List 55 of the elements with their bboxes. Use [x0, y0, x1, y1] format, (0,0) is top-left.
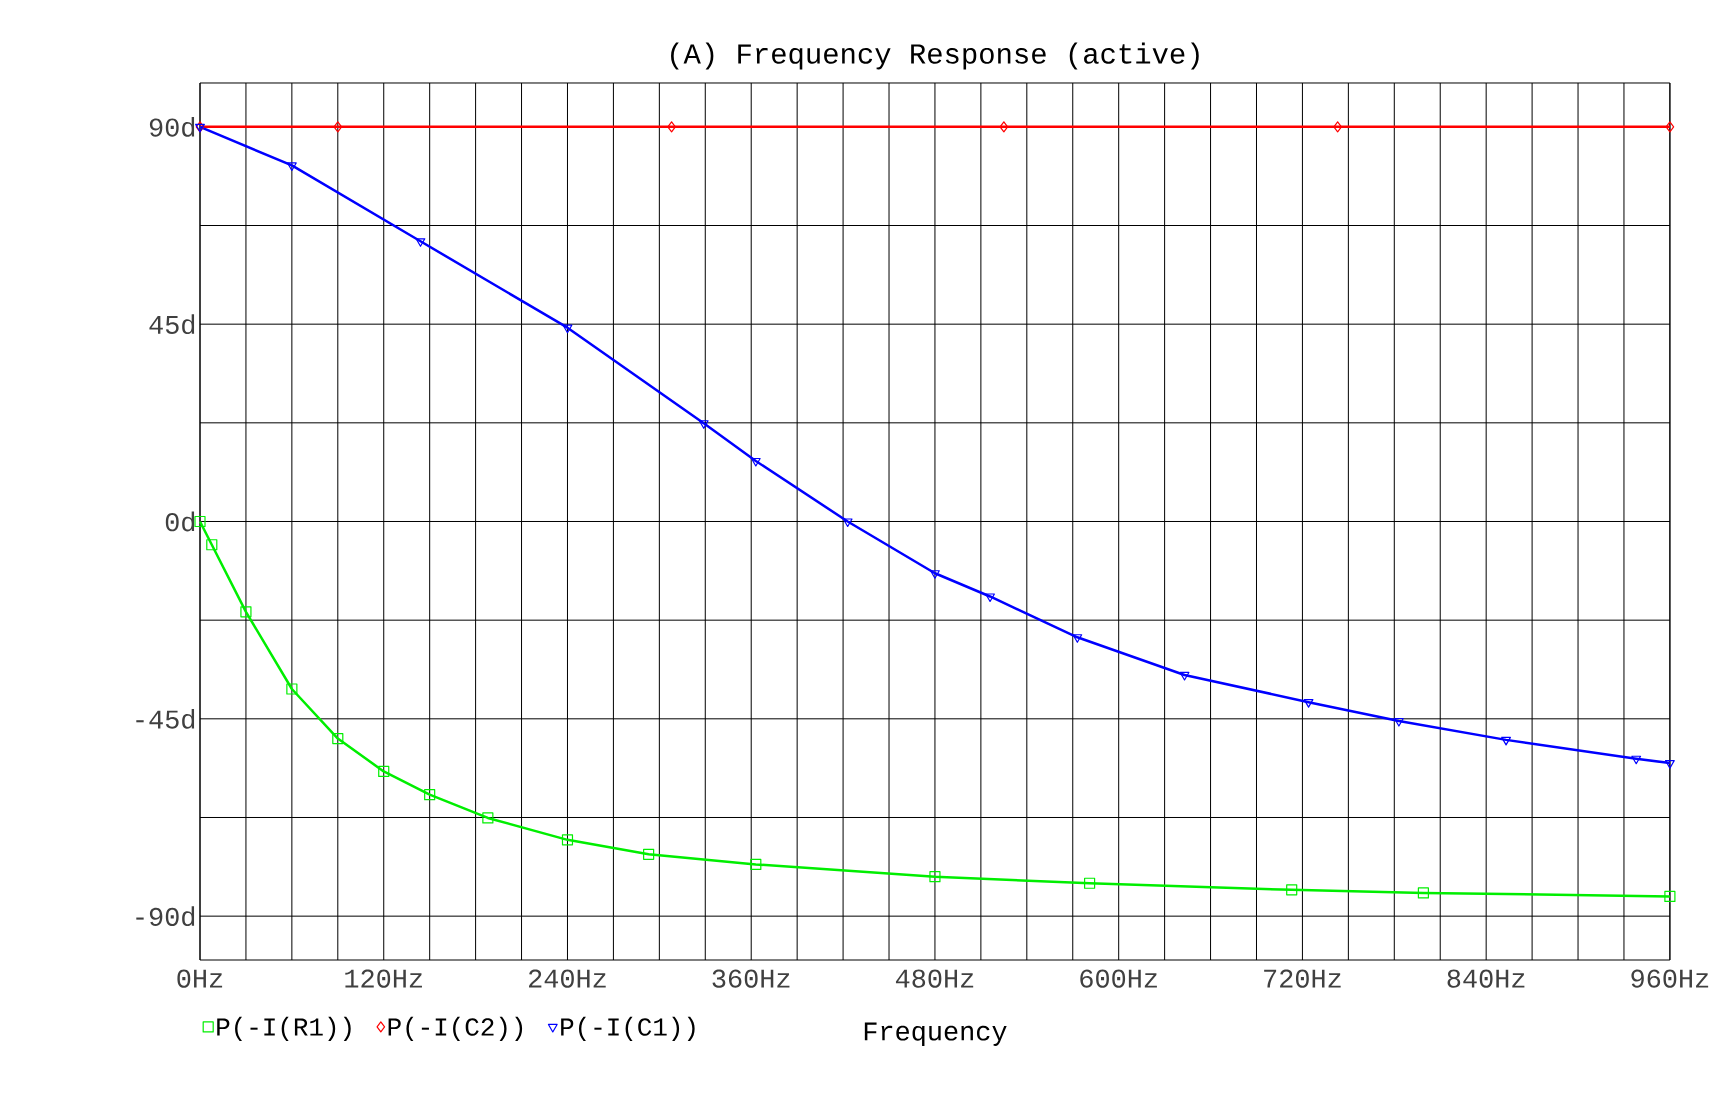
- y-tick-label: -90d: [136, 906, 195, 927]
- y-tick-label: 90d: [149, 116, 195, 137]
- point: [929, 871, 941, 883]
- point: [1501, 736, 1511, 746]
- point: [1333, 121, 1342, 133]
- point: [750, 457, 761, 467]
- x-tick-label: 960Hz: [1631, 969, 1709, 988]
- point: [930, 570, 940, 579]
- point: [194, 515, 206, 528]
- point: [1664, 760, 1675, 769]
- x-tick-label: 840Hz: [1447, 969, 1525, 988]
- point: [482, 812, 494, 824]
- point: [1417, 887, 1429, 899]
- point: [1179, 671, 1190, 681]
- y-tick-label: 0d: [165, 511, 195, 532]
- x-tick-label: 0Hz: [177, 969, 223, 988]
- x-tick-label: 720Hz: [1264, 969, 1341, 988]
- point: [286, 162, 297, 172]
- x-tick-label: 600Hz: [1080, 969, 1157, 988]
- point: [1664, 890, 1676, 903]
- point: [332, 732, 344, 745]
- point: [1072, 634, 1083, 643]
- point: [333, 121, 343, 133]
- point: [999, 121, 1009, 133]
- legend-label: P(-I(C1)): [561, 1016, 695, 1041]
- y-tick-label: 45d: [149, 314, 195, 335]
- point: [1084, 877, 1096, 889]
- chart-title: (A) Frequency Response (active): [671, 42, 1199, 70]
- point: [1286, 884, 1298, 896]
- x-tick-label: 240Hz: [529, 969, 606, 988]
- legend-label: P(-I(C2)): [388, 1016, 523, 1041]
- y-tick-label: -45d: [136, 708, 195, 729]
- point: [1631, 755, 1642, 765]
- point: [562, 324, 573, 334]
- point: [378, 765, 390, 778]
- point: [1665, 121, 1675, 133]
- point: [1303, 699, 1314, 708]
- x-tick-label: 360Hz: [712, 969, 790, 988]
- point: [206, 539, 218, 551]
- legend-label: P(-I(R1)): [217, 1016, 351, 1041]
- point: [750, 858, 762, 871]
- point: [842, 518, 853, 528]
- point: [985, 593, 995, 603]
- x-tick-label: 120Hz: [345, 969, 422, 988]
- point: [643, 848, 655, 860]
- point: [1393, 717, 1404, 727]
- x-tick-label: 480Hz: [895, 969, 974, 988]
- point: [240, 606, 252, 618]
- point: [286, 683, 298, 695]
- point: [561, 834, 574, 846]
- point: [424, 789, 436, 801]
- point: [667, 121, 676, 133]
- x-axis-title: Frequency: [864, 1022, 1007, 1046]
- point: [415, 238, 426, 247]
- point: [698, 420, 709, 429]
